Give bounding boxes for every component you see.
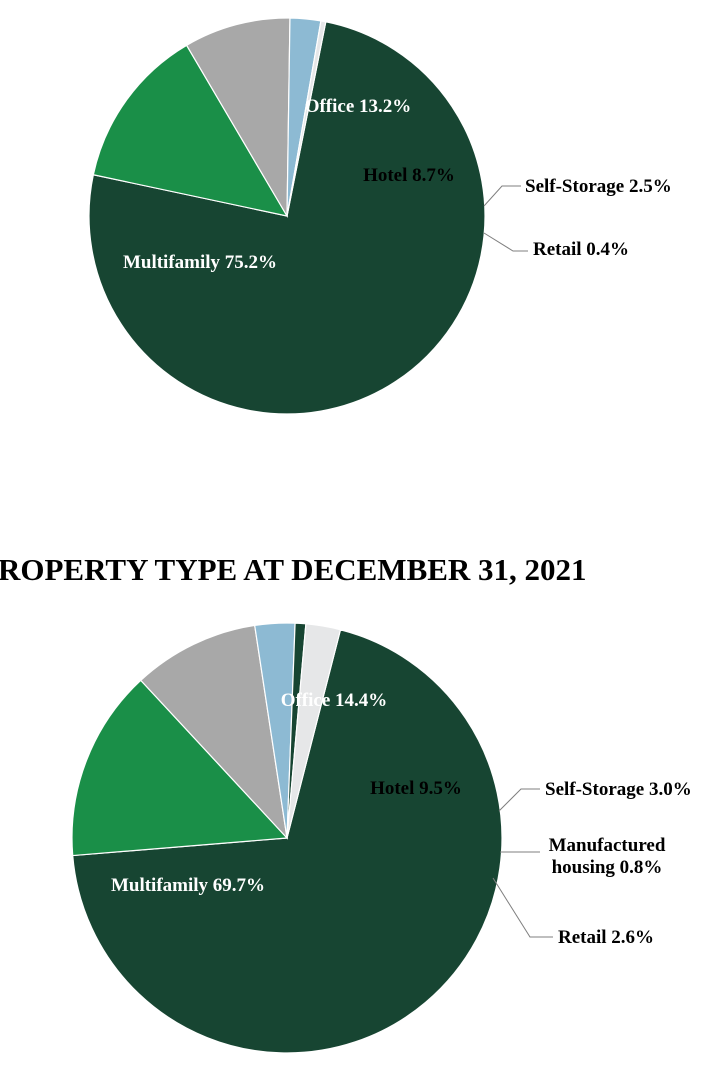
pie1-label-self-storage: Self-Storage 2.5% xyxy=(525,176,672,197)
pie1-slice-office xyxy=(92,44,289,217)
pie1-leader-self-storage xyxy=(483,185,521,207)
pie2-label-office: Office 14.4% xyxy=(281,690,388,711)
pie1-label-hotel: Hotel 8.7% xyxy=(363,165,455,186)
pie1-label-multifamily: Multifamily 75.2% xyxy=(123,252,277,273)
pie2-slice-retail xyxy=(286,623,342,839)
pie2-label-hotel: Hotel 9.5% xyxy=(370,778,462,799)
pie2-label-self-storage: Self-Storage 3.0% xyxy=(545,779,692,800)
pie2-leader-self-storage xyxy=(498,788,540,812)
pie1-label-office: Office 13.2% xyxy=(305,96,412,117)
pie1-leader-retail xyxy=(483,232,528,252)
pie2-label-manufactured-housing: Manufactured housing 0.8% xyxy=(549,835,666,878)
pie1-slice-multifamily xyxy=(88,21,486,415)
pie2-slice-office xyxy=(71,679,289,857)
pie2-slice-hotel xyxy=(139,624,288,840)
pie-chart-1: Multifamily 75.2% Office 13.2% Hotel 8.7% S… xyxy=(88,17,672,415)
pie1-slice-hotel xyxy=(185,17,291,219)
pie2-label-retail: Retail 2.6% xyxy=(558,927,654,948)
pie-chart-2: Multifamily 69.7% Office 14.4% Hotel 9.5% S… xyxy=(71,622,692,1054)
chart-2-title: ROPERTY TYPE AT DECEMBER 31, 2021 xyxy=(0,552,587,587)
pie2-label-multifamily: Multifamily 69.7% xyxy=(111,875,265,896)
pie1-slice-retail xyxy=(286,20,327,217)
pie2-slice-multifamily xyxy=(72,629,503,1054)
pie2-leader-retail xyxy=(492,877,553,938)
pie1-label-retail: Retail 0.4% xyxy=(533,239,629,260)
